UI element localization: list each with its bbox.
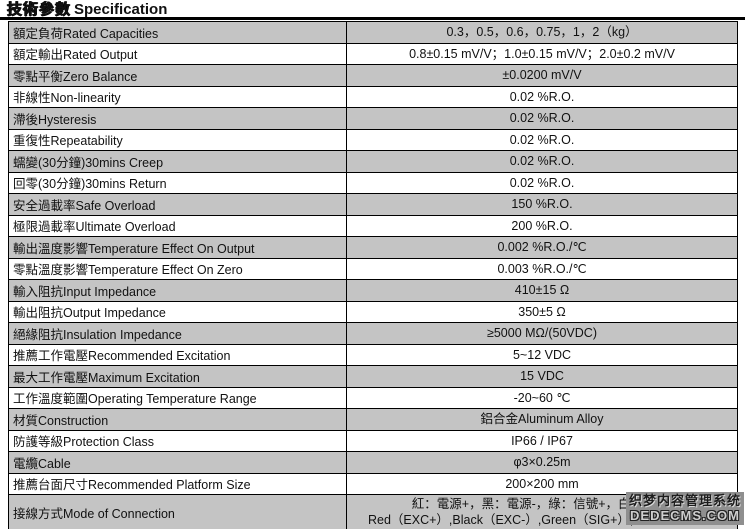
page-title-english: Specification [74,1,168,18]
table-row: 推薦工作電壓Recommended Excitation 5~12 VDC [9,344,737,366]
row-label: 滯後Hysteresis [9,108,347,129]
value-line-1: 鋁合金Aluminum Alloy [480,412,604,427]
table-row: 防護等級Protection Class IP66 / IP67 [9,430,737,452]
row-label: 重復性Repeatability [9,129,347,150]
watermark-badge: 织梦内容管理系统 DEDECMS.COM [625,492,744,525]
row-value: 0.02 %R.O. [347,173,737,194]
row-value: -20~60 ℃ [347,388,737,409]
table-row: 絕緣阻抗Insulation Impedance ≥5000 MΩ/(50VDC… [9,323,737,345]
value-line-1: 0.003 %R.O./℃ [497,261,587,276]
value-line-1: 0.02 %R.O. [509,89,575,104]
row-label: 額定輸出Rated Output [9,43,347,64]
row-label: 材質Construction [9,409,347,430]
row-value: 410±15 Ω [347,280,737,301]
value-line-1: -20~60 ℃ [513,390,571,405]
table-row: 最大工作電壓Maximum Excitation 15 VDC [9,366,737,388]
row-value: 鋁合金Aluminum Alloy [347,409,737,430]
row-label: 零點溫度影響Temperature Effect On Zero [9,258,347,279]
row-value: 15 VDC [347,366,737,387]
row-label: 最大工作電壓Maximum Excitation [9,366,347,387]
row-value: 200×200 mm [347,474,737,495]
row-label: 電纜Cable [9,452,347,473]
row-label: 非線性Non-linearity [9,86,347,107]
table-row: 工作溫度範圍Operating Temperature Range -20~60… [9,387,737,409]
row-label: 防護等級Protection Class [9,430,347,451]
spec-table: 額定負荷Rated Capacities 0.3，0.5，0.6，0.75，1，… [8,21,738,529]
page-title-chinese: 技術參數 [7,1,72,18]
row-value: IP66 / IP67 [347,431,737,452]
row-label: 接線方式Mode of Connection [9,495,347,529]
value-line-1: 0.02 %R.O. [509,154,575,169]
value-line-1: ≥5000 MΩ/(50VDC) [487,326,597,341]
table-row: 極限過載率Ultimate Overload 200 %R.O. [9,215,737,237]
row-label: 回零(30分鐘)30mins Return [9,172,347,193]
value-line-1: 紅：電源+，黑：電源-，綠：信號+，白：信號- [411,497,673,511]
table-row: 推薦台面尺寸Recommended Platform Size 200×200 … [9,473,737,495]
row-value: 0.02 %R.O. [347,130,737,151]
row-label: 絕緣阻抗Insulation Impedance [9,323,347,344]
row-label: 額定負荷Rated Capacities [9,22,347,43]
row-label: 安全過載率Safe Overload [9,194,347,215]
row-value: 5~12 VDC [347,345,737,366]
page-title: 技術參數 Specification [0,0,745,20]
table-row: 滯後Hysteresis 0.02 %R.O. [9,108,737,130]
spec-table-body: 額定負荷Rated Capacities 0.3，0.5，0.6，0.75，1，… [9,22,737,529]
row-value: 0.3，0.5，0.6，0.75，1，2（kg） [347,22,737,43]
value-line-1: 350±5 Ω [518,304,566,319]
row-value: 150 %R.O. [347,194,737,215]
row-label: 輸出阻抗Output Impedance [9,301,347,322]
table-row: 材質Construction 鋁合金Aluminum Alloy [9,409,737,431]
value-line-1: 200×200 mm [505,476,579,491]
table-row: 非線性Non-linearity 0.02 %R.O. [9,86,737,108]
value-line-1: ±0.0200 mV/V [502,68,582,83]
row-value: 0.8±0.15 mV/V；1.0±0.15 mV/V；2.0±0.2 mV/V [347,44,737,65]
table-row: 零點平衡Zero Balance ±0.0200 mV/V [9,65,737,87]
row-value: φ3×0.25m [347,452,737,473]
table-row: 回零(30分鐘)30mins Return 0.02 %R.O. [9,172,737,194]
row-value: ±0.0200 mV/V [347,65,737,86]
value-line-1: 410±15 Ω [514,283,570,298]
row-label: 推薦台面尺寸Recommended Platform Size [9,473,347,494]
table-row: 零點溫度影響Temperature Effect On Zero 0.003 %… [9,258,737,280]
table-row: 電纜Cable φ3×0.25m [9,452,737,474]
row-value: 350±5 Ω [347,302,737,323]
table-row: 額定負荷Rated Capacities 0.3，0.5，0.6，0.75，1，… [9,22,737,44]
value-line-1: 0.002 %R.O./℃ [497,240,587,255]
row-value: 0.02 %R.O. [347,151,737,172]
value-line-1: 0.02 %R.O. [509,111,575,126]
row-label: 零點平衡Zero Balance [9,65,347,86]
row-value: 0.002 %R.O./℃ [347,237,737,258]
value-line-1: 0.3，0.5，0.6，0.75，1，2（kg） [446,25,638,40]
watermark-chinese-text: 织梦内容管理系统 [628,493,741,508]
table-row: 蠕變(30分鐘)30mins Creep 0.02 %R.O. [9,151,737,173]
row-label: 工作溫度範圍Operating Temperature Range [9,387,347,408]
row-label: 輸出溫度影響Temperature Effect On Output [9,237,347,258]
value-line-1: 200 %R.O. [511,218,573,233]
row-value: 0.02 %R.O. [347,108,737,129]
value-line-1: 15 VDC [520,369,564,384]
watermark-site-text: DEDECMS.COM [630,508,740,523]
value-line-1: 5~12 VDC [512,347,572,362]
row-value: 0.02 %R.O. [347,87,737,108]
table-row: 輸出阻抗Output Impedance 350±5 Ω [9,301,737,323]
table-row: 輸入阻抗Input Impedance 410±15 Ω [9,280,737,302]
row-value: ≥5000 MΩ/(50VDC) [347,323,737,344]
row-value: 0.003 %R.O./℃ [347,259,737,280]
table-row: 輸出溫度影響Temperature Effect On Output 0.002… [9,237,737,259]
value-line-1: 150 %R.O. [511,197,573,212]
value-line-1: 0.02 %R.O. [509,132,575,147]
value-line-1: φ3×0.25m [513,455,571,470]
table-row: 重復性Repeatability 0.02 %R.O. [9,129,737,151]
row-label: 輸入阻抗Input Impedance [9,280,347,301]
row-label: 蠕變(30分鐘)30mins Creep [9,151,347,172]
row-value: 200 %R.O. [347,216,737,237]
value-line-1: 0.02 %R.O. [509,175,575,190]
table-row: 安全過載率Safe Overload 150 %R.O. [9,194,737,216]
value-line-1: 0.8±0.15 mV/V；1.0±0.15 mV/V；2.0±0.2 mV/V [409,46,675,61]
table-row: 額定輸出Rated Output 0.8±0.15 mV/V；1.0±0.15 … [9,43,737,65]
row-label: 極限過載率Ultimate Overload [9,215,347,236]
row-label: 推薦工作電壓Recommended Excitation [9,344,347,365]
value-line-1: IP66 / IP67 [511,433,573,448]
